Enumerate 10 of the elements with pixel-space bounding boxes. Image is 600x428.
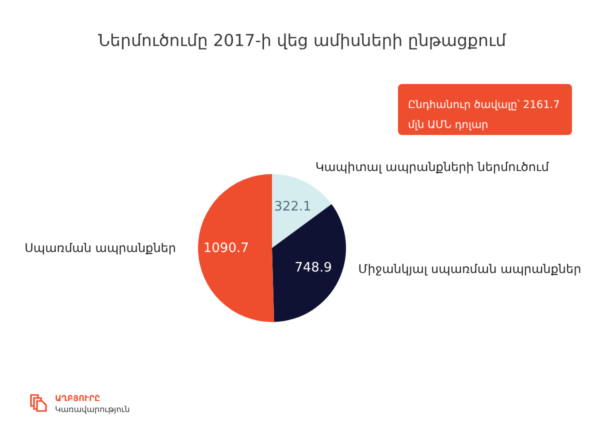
data-label: 1090.7	[203, 241, 249, 256]
slice-label: Միջանկյալ սպառման ապրանքներ	[358, 262, 582, 276]
data-label: 748.9	[294, 260, 332, 276]
chart-title: Ներմուծումը 2017-ի վեց ամիսների ընթացքում	[98, 31, 506, 50]
data-label: 322.1	[274, 199, 312, 214]
text: Կառավարություն	[55, 404, 130, 415]
text: Ընդհանուր ծավալը՝ 2161.7 մլն ԱՄՆ դոլար	[408, 99, 560, 131]
slice-label: Սպառման ապրանքներ	[24, 240, 176, 255]
text: ԱՂԲՅՈՒՐԸ	[55, 393, 102, 404]
slice-label: Կապիտալ ապրանքների ներմուծում	[315, 160, 550, 174]
